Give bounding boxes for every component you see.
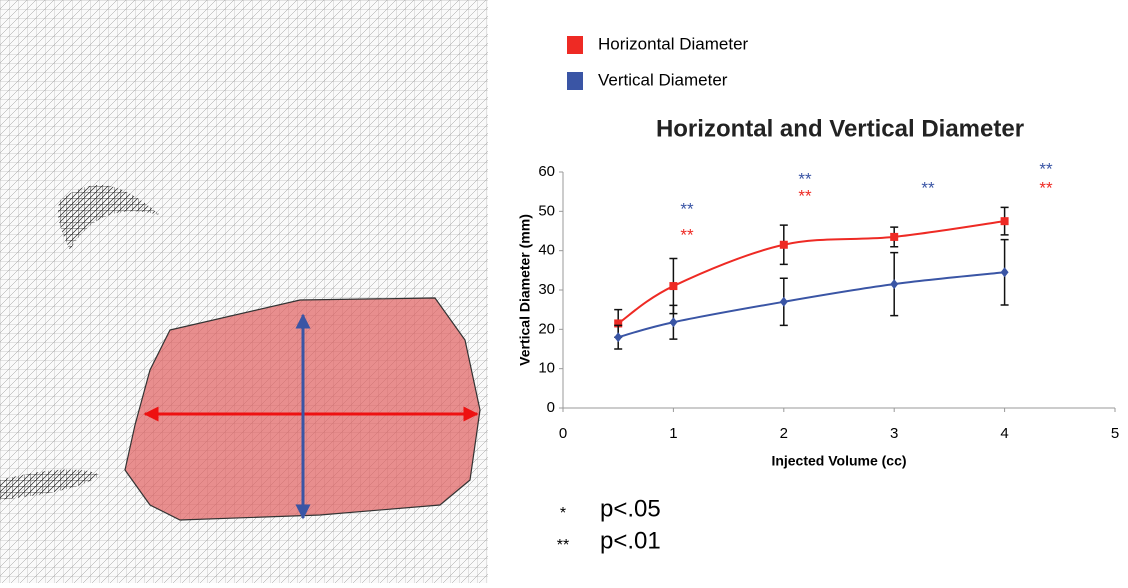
data-point — [1001, 267, 1009, 277]
face-mesh-image — [0, 0, 488, 583]
y-tick-label: 30 — [538, 281, 555, 298]
key-symbol: ** — [557, 537, 569, 554]
legend-swatch — [567, 72, 583, 90]
data-point — [614, 332, 622, 342]
data-point — [1001, 217, 1009, 225]
significance-marker: ** — [1039, 178, 1053, 197]
data-point — [669, 317, 677, 327]
legend-label: Vertical Diameter — [598, 70, 728, 89]
x-tick-label: 4 — [1000, 425, 1008, 442]
significance-marker: ** — [798, 186, 812, 205]
y-tick-label: 10 — [538, 360, 555, 377]
x-axis-label: Injected Volume (cc) — [771, 453, 906, 469]
x-tick-label: 2 — [780, 425, 788, 442]
data-point — [890, 233, 898, 241]
y-axis-label: Vertical Diameter (mm) — [517, 214, 533, 366]
page: Horizontal Diameter Vertical Diameter Hori… — [0, 0, 1128, 588]
key-label: p<.05 — [600, 495, 661, 522]
key-label: p<.01 — [600, 527, 661, 554]
significance-marker: ** — [1039, 159, 1053, 178]
chart-title: Horizontal and Vertical Diameter — [656, 115, 1024, 142]
y-tick-label: 20 — [538, 320, 555, 337]
y-tick-label: 50 — [538, 202, 555, 219]
x-tick-label: 1 — [669, 425, 677, 442]
x-tick-label: 0 — [559, 425, 567, 442]
significance-marker: ** — [921, 178, 935, 197]
legend-swatch — [567, 36, 583, 54]
x-tick-label: 5 — [1111, 425, 1119, 442]
y-tick-label: 60 — [538, 163, 555, 180]
series-line — [618, 221, 1004, 323]
key-symbol: * — [560, 505, 566, 522]
significance-marker: ** — [680, 199, 694, 218]
significance-marker: ** — [680, 225, 694, 244]
data-point — [780, 297, 788, 307]
data-point — [780, 241, 788, 249]
y-tick-label: 40 — [538, 242, 555, 259]
y-tick-label: 0 — [547, 399, 555, 416]
figure: Horizontal Diameter Vertical Diameter Hori… — [0, 0, 1128, 583]
x-tick-label: 3 — [890, 425, 898, 442]
data-point — [890, 279, 898, 289]
data-point — [669, 282, 677, 290]
legend-label: Horizontal Diameter — [598, 34, 749, 53]
